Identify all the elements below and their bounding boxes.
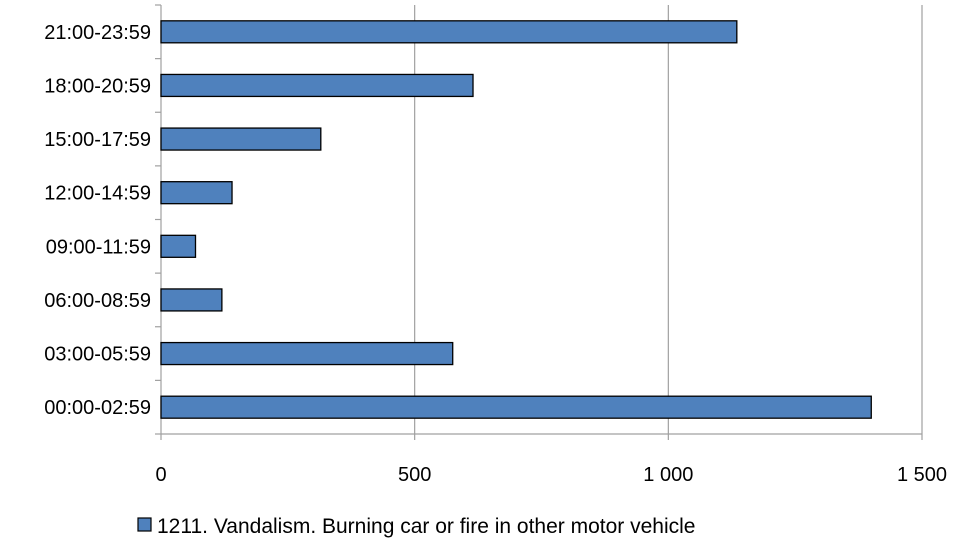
x-tick-label: 0 [155,464,166,486]
bar [160,73,474,98]
legend: 1211. Vandalism. Burning car or fire in … [137,515,695,538]
x-tick-label: 1 500 [897,464,947,486]
y-category-label: 12:00-14:59 [44,183,151,205]
legend-label: 1211. Vandalism. Burning car or fire in … [157,515,695,538]
y-category-label: 06:00-08:59 [44,290,151,312]
bar [160,127,322,151]
x-tick-label: 1 000 [643,464,693,486]
y-category-label: 18:00-20:59 [44,75,151,97]
bar [160,395,872,419]
y-category-label: 00:00-02:59 [44,397,151,419]
bar [160,20,738,44]
y-category-label: 03:00-05:59 [44,344,151,366]
legend-swatch [137,517,152,532]
bars [160,20,872,419]
bar [160,234,197,258]
grid [414,5,923,434]
x-tick-label: 500 [398,464,431,486]
axes [155,4,923,440]
bar [160,341,454,366]
y-category-label: 15:00-17:59 [44,129,151,151]
bar [160,288,223,312]
y-category-label: 09:00-11:59 [46,236,151,258]
y-category-label: 21:00-23:59 [44,22,151,44]
bar [160,181,233,205]
labels: 0 500 1 000 1 500 00:00-02:59 03:00-05:59 06:0… [44,22,947,486]
